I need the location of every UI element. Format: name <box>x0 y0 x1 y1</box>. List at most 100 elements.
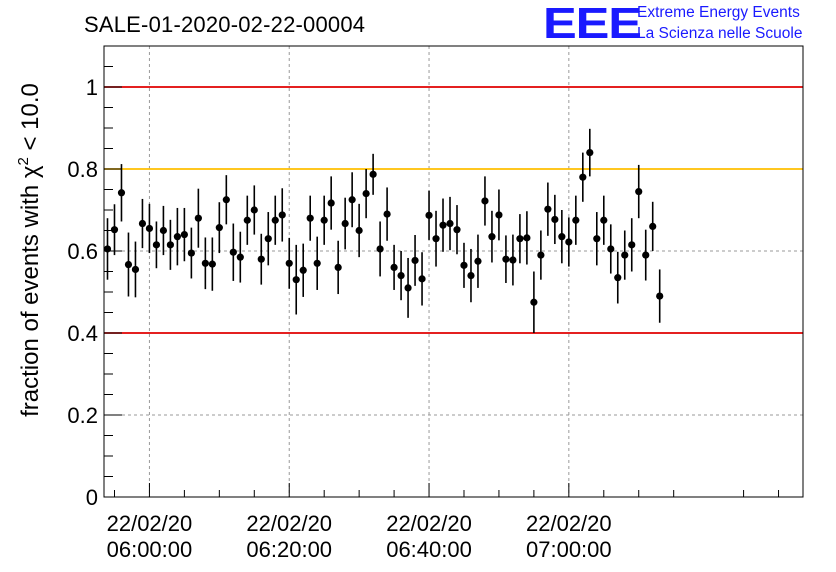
data-point <box>614 274 622 282</box>
data-point <box>250 206 258 214</box>
data-point <box>481 197 489 205</box>
data-point <box>110 226 119 234</box>
y-tick-label: 0.2 <box>67 403 98 428</box>
data-point <box>635 187 643 196</box>
data-point <box>579 173 587 181</box>
data-point <box>523 234 531 242</box>
data-point <box>509 256 517 264</box>
data-point <box>502 255 510 263</box>
data-point <box>173 233 181 241</box>
chart-title: SALE-01-2020-02-22-00004 <box>84 12 366 37</box>
data-point <box>516 235 524 243</box>
data-point <box>369 170 377 178</box>
data-point <box>152 241 161 249</box>
data-point <box>488 233 496 241</box>
data-point <box>264 235 272 243</box>
y-axis-label-chi: χ <box>17 165 44 178</box>
data-point <box>551 215 559 224</box>
data-point <box>439 221 447 229</box>
data-point <box>334 263 342 271</box>
data-point <box>145 224 154 233</box>
data-point <box>278 211 286 219</box>
y-tick-label: 1 <box>86 75 98 100</box>
data-point <box>131 265 140 274</box>
data-point <box>376 245 384 253</box>
data-point <box>432 235 440 243</box>
y-axis-label-exponent: 2 <box>15 157 32 165</box>
data-point <box>257 255 265 263</box>
data-point <box>593 235 601 243</box>
data-point <box>404 284 412 292</box>
data-point <box>180 231 188 239</box>
data-point <box>558 233 566 241</box>
data-point <box>425 211 433 219</box>
data-point <box>138 219 147 228</box>
data-point <box>306 214 314 222</box>
plot-frame <box>103 45 804 498</box>
x-tick-date-label: 22/02/20 <box>526 511 612 536</box>
data-point <box>271 216 279 224</box>
grid-lines <box>104 46 803 497</box>
y-tick-label: 0 <box>86 485 98 510</box>
data-point <box>572 216 580 224</box>
data-point <box>320 216 328 224</box>
y-axis: 0 0.2 0.4 0.6 0.8 1 <box>67 66 122 510</box>
x-axis: 22/02/2006:00:0022/02/2006:20:0022/02/20… <box>107 483 780 562</box>
data-point <box>530 298 538 306</box>
y-axis-label-suffix: < 10.0 <box>17 83 44 157</box>
data-point <box>383 210 391 218</box>
data-point <box>460 261 468 269</box>
data-point <box>656 292 664 300</box>
data-point <box>418 275 426 283</box>
x-tick-date-label: 22/02/20 <box>386 511 472 536</box>
data-point <box>117 189 126 197</box>
y-axis-label-prefix: fraction of events with <box>17 178 44 417</box>
data-point <box>453 226 461 234</box>
y-tick-label: 0.8 <box>67 157 98 182</box>
data-point <box>299 266 307 274</box>
data-point <box>313 259 321 267</box>
reference-lines <box>104 86 803 334</box>
y-axis-label: fraction of events with χ2 < 10.0 <box>15 83 44 417</box>
x-tick-time-label: 06:00:00 <box>107 537 193 562</box>
data-point <box>187 249 195 257</box>
data-point <box>649 222 657 230</box>
data-point <box>215 224 223 232</box>
data-point <box>341 219 349 228</box>
data-point <box>222 196 230 204</box>
data-point <box>229 248 237 256</box>
y-tick-label: 0.4 <box>67 321 98 346</box>
data-point <box>621 251 629 259</box>
data-point <box>208 260 216 268</box>
data-point <box>446 219 454 228</box>
eee-logo-mark: EEE <box>543 0 642 48</box>
x-tick-time-label: 06:20:00 <box>246 537 332 562</box>
data-points <box>103 128 664 333</box>
eee-logo: EEE Extreme Energy Events La Scienza nel… <box>543 2 833 46</box>
data-point <box>544 205 552 213</box>
data-point <box>355 226 363 235</box>
data-point <box>327 199 335 207</box>
data-point <box>628 241 636 249</box>
data-point <box>124 260 133 269</box>
data-point <box>397 272 405 280</box>
data-point <box>159 226 168 235</box>
data-point <box>285 259 293 267</box>
logo-title-line: Extreme Energy Events <box>637 4 800 21</box>
data-point <box>194 214 202 222</box>
data-point <box>292 276 300 284</box>
x-tick-time-label: 06:40:00 <box>386 537 472 562</box>
logo-subtitle-line: La Scienza nelle Scuole <box>637 25 803 42</box>
data-point <box>642 251 650 259</box>
x-tick-date-label: 22/02/20 <box>246 511 332 536</box>
data-point <box>600 216 608 224</box>
data-point <box>537 251 545 259</box>
data-point <box>495 211 503 219</box>
data-point <box>411 256 419 265</box>
data-point <box>201 259 209 267</box>
data-point <box>362 190 370 198</box>
x-tick-time-label: 07:00:00 <box>526 537 612 562</box>
data-point <box>166 241 175 249</box>
data-point <box>586 149 594 157</box>
